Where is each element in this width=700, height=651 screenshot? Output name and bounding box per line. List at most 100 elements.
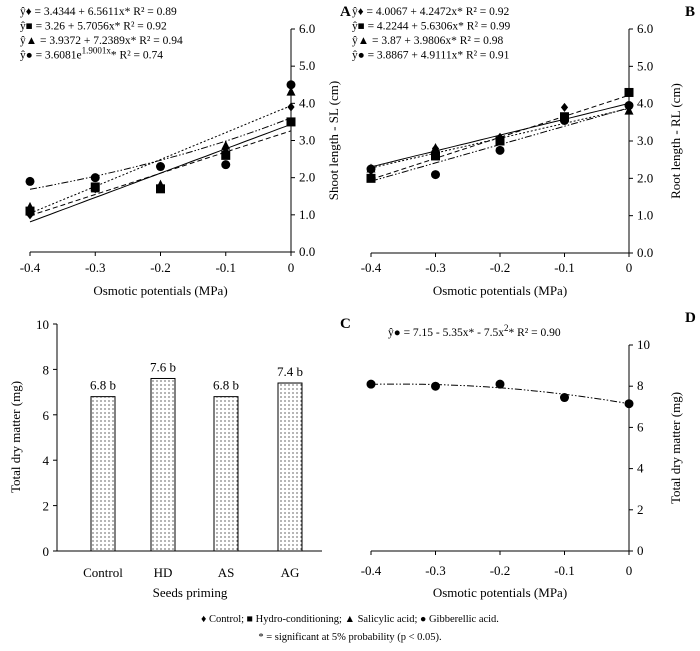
equation-text: * R² = 0.90 xyxy=(508,327,560,339)
x-tick-label: 0 xyxy=(626,563,633,578)
data-point-circle xyxy=(90,173,100,183)
legend-item-circle: ● Gibberellic acid. xyxy=(420,614,499,625)
y-tick-label: 2 xyxy=(637,502,644,517)
data-point-circle xyxy=(560,115,569,125)
data-point-circle xyxy=(221,160,231,170)
equation-text: ŷ■ = 4.2244 + 5.6306x* R² = 0.99 xyxy=(352,21,511,33)
x-tick-label: 0 xyxy=(626,260,633,275)
y-tick-label: 6.0 xyxy=(299,21,315,36)
bar-value-label: 7.6 b xyxy=(150,359,176,374)
y-axis-title: Total dry matter (mg) xyxy=(8,381,23,493)
data-point-square xyxy=(156,184,165,194)
y-tick-label: 2 xyxy=(43,499,50,514)
data-point-triangle xyxy=(156,179,165,189)
x-axis-title: Osmotic potentials (MPa) xyxy=(93,283,227,298)
equation-text: ŷ▲ = 3.87 + 3.9806x* R² = 0.98 xyxy=(352,35,503,47)
x-tick-label: -0.1 xyxy=(215,260,236,275)
x-tick-label: -0.3 xyxy=(425,563,446,578)
panel-letter: D xyxy=(685,310,696,326)
bar-as xyxy=(213,396,239,552)
x-axis-title: Seeds priming xyxy=(153,585,228,600)
data-point-circle xyxy=(495,145,505,155)
y-axis-title: Root length - RL (cm) xyxy=(668,83,683,199)
data-point-circle xyxy=(366,164,376,174)
y-tick-label: 4 xyxy=(637,461,644,476)
bar-value-label: 7.4 b xyxy=(277,364,303,379)
x-tick-label: 0 xyxy=(288,260,295,275)
regression-equation: ŷ♦ = 4.0067 + 4.2472x* R² = 0.92 xyxy=(352,6,509,18)
x-tick-label: AS xyxy=(218,565,235,580)
y-tick-label: 1.0 xyxy=(637,208,653,223)
data-point-circle xyxy=(366,379,376,389)
panel-letter: B xyxy=(685,4,695,20)
x-axis-title: Osmotic potentials (MPa) xyxy=(433,585,567,600)
y-tick-label: 4.0 xyxy=(299,95,315,110)
panel-letter: C xyxy=(340,316,351,332)
equation-text: ŷ● = 7.15 - 5.35x* - 7.5x xyxy=(388,327,504,339)
x-tick-label: HD xyxy=(154,565,173,580)
panel-letter: A xyxy=(340,4,351,20)
legend-items: ♦ Control; ■ Hydro-conditioning; ▲ Salic… xyxy=(201,614,499,625)
data-point-triangle xyxy=(431,142,440,152)
regression-equation: ŷ▲ = 3.9372 + 7.2389x* R² = 0.94 xyxy=(20,35,183,47)
data-point-square xyxy=(286,117,296,127)
x-tick-label: AG xyxy=(281,565,300,580)
equation-text: ŷ♦ = 4.0067 + 4.2472x* R² = 0.92 xyxy=(352,6,509,18)
y-tick-label: 6.0 xyxy=(637,21,653,36)
y-tick-label: 2.0 xyxy=(299,170,315,185)
y-tick-label: 2.0 xyxy=(637,170,653,185)
y-tick-label: 4 xyxy=(43,453,50,468)
legend-item-triangle: ▲ Salicylic acid; xyxy=(345,614,418,625)
data-point-square xyxy=(431,151,440,161)
x-tick-label: Control xyxy=(83,565,123,580)
regression-equation: ŷ● = 3.8867 + 4.9111x* R² = 0.91 xyxy=(352,50,510,62)
regression-equation: ŷ■ = 4.2244 + 5.6306x* R² = 0.99 xyxy=(352,21,511,33)
y-tick-label: 6 xyxy=(43,408,50,423)
x-tick-label: -0.4 xyxy=(361,563,382,578)
x-tick-label: -0.3 xyxy=(425,260,446,275)
data-point-circle xyxy=(156,162,165,172)
y-tick-label: 3.0 xyxy=(637,133,653,148)
data-point-triangle xyxy=(495,133,505,143)
equation-text: ŷ▲ = 3.9372 + 7.2389x* R² = 0.94 xyxy=(20,35,183,47)
regression-equation: ŷ● = 7.15 - 5.35x* - 7.5x2* R² = 0.90 xyxy=(388,323,561,339)
legend: ♦ Control; ■ Hydro-conditioning; ▲ Salic… xyxy=(201,614,499,643)
significance-note: * = significant at 5% probability (p < 0… xyxy=(258,632,441,643)
y-tick-label: 10 xyxy=(36,317,49,332)
y-tick-label: 6 xyxy=(637,419,644,434)
trend-line-hydro-conditioning xyxy=(29,130,292,217)
legend-item-square: ■ Hydro-conditioning; xyxy=(247,614,342,625)
data-point-circle xyxy=(431,170,440,180)
y-tick-label: 0 xyxy=(637,543,644,558)
regression-equation: ŷ♦ = 3.4344 + 6.5611x* R² = 0.89 xyxy=(20,6,177,18)
data-point-square xyxy=(366,173,376,183)
x-tick-label: -0.4 xyxy=(361,260,382,275)
data-point-triangle xyxy=(25,201,35,211)
data-point-circle xyxy=(624,101,634,111)
equation-exponent: 2 xyxy=(504,323,509,333)
legend-item-diamond: ♦ Control; xyxy=(201,614,244,625)
x-tick-label: -0.2 xyxy=(490,260,511,275)
y-tick-label: 1.0 xyxy=(299,207,315,222)
bar-value-label: 6.8 b xyxy=(90,378,116,393)
data-point-circle xyxy=(624,399,634,409)
x-tick-label: -0.2 xyxy=(490,563,511,578)
data-point-triangle xyxy=(624,105,634,115)
y-tick-label: 8 xyxy=(637,378,644,393)
data-point-diamond xyxy=(287,102,295,112)
panel-c: 0 2 4 6 8 10 6.8 b Control 7.6 b HD 6.8 b AS 7.4 b AG… xyxy=(8,316,351,600)
x-tick-label: -0.1 xyxy=(554,260,575,275)
data-point-circle xyxy=(431,381,440,391)
y-axis-title: Shoot length - SL (cm) xyxy=(326,81,341,200)
equation-text: * R² = 0.74 xyxy=(111,50,163,62)
regression-equation: ŷ■ = 3.26 + 5.7056x* R² = 0.92 xyxy=(20,21,167,33)
trend-line-gibberellic-acid xyxy=(29,117,292,190)
bar-ag xyxy=(277,382,303,552)
equation-text: ŷ● = 3.6081e xyxy=(20,50,82,62)
equation-text: ŷ♦ = 3.4344 + 6.5611x* R² = 0.89 xyxy=(20,6,177,18)
data-point-square xyxy=(25,206,35,216)
data-point-triangle xyxy=(221,140,231,150)
y-tick-label: 4.0 xyxy=(637,96,653,111)
y-tick-label: 5.0 xyxy=(299,58,315,73)
